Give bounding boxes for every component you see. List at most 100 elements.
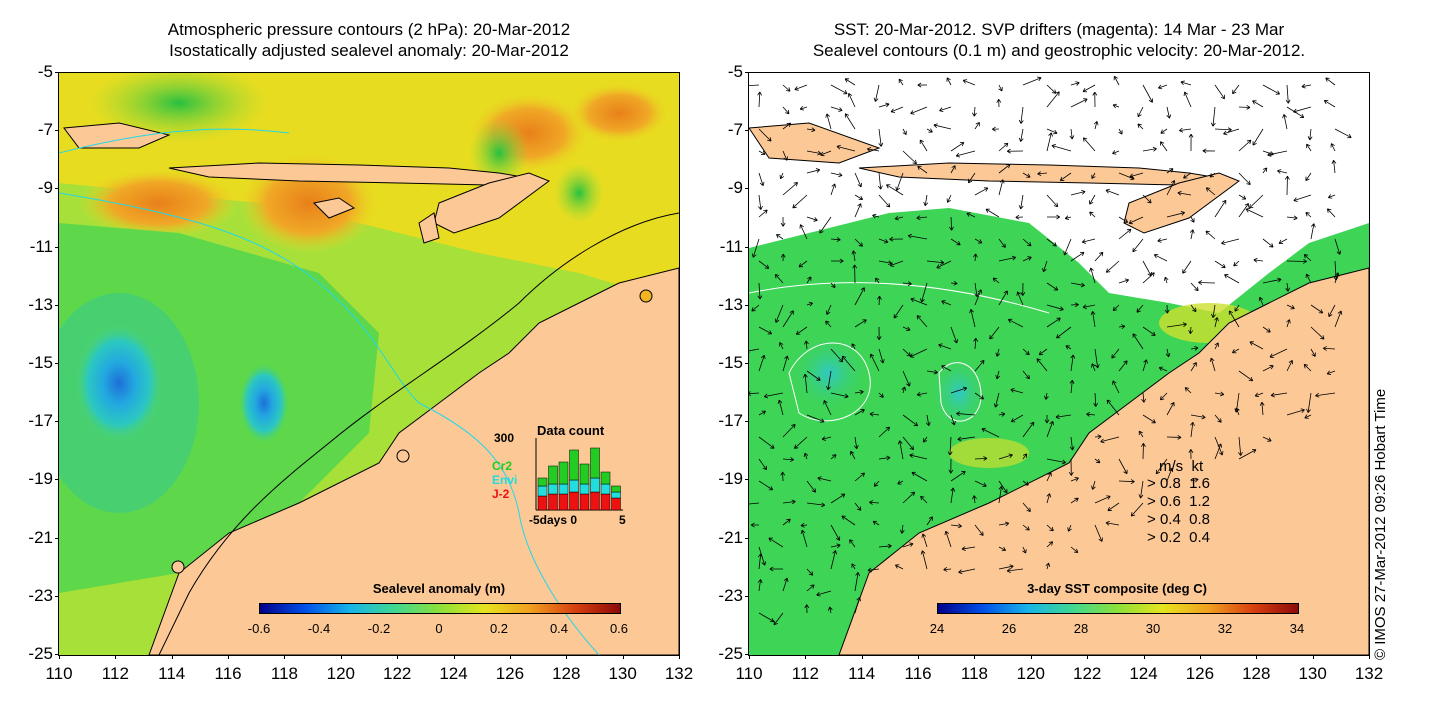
velocity-arrow [1233,260,1240,267]
velocity-arrow [993,392,1000,408]
velocity-arrow [1118,216,1129,223]
velocity-arrow [869,353,880,372]
velocity-arrow [1130,502,1144,517]
velocity-arrow [1286,319,1291,328]
x-tick [284,655,286,659]
velocity-arrow [1105,260,1120,273]
velocity-arrow [998,255,1017,262]
velocity-arrow [873,84,880,102]
x-tick-label: 110 [45,664,73,683]
velocity-arrow [897,440,904,460]
velocity-arrow [917,165,928,174]
velocity-arrow [854,172,863,188]
velocity-arrow [878,392,884,398]
velocity-arrow [1188,326,1194,335]
velocity-arrow [920,495,928,504]
velocity-arrow [989,326,1000,340]
speed-legend-header: m/s kt [1159,458,1204,475]
left-colorbar [259,603,621,614]
velocity-arrow [1142,272,1155,284]
velocity-arrow [974,121,980,130]
velocity-arrow [1069,379,1075,394]
velocity-arrow [1190,216,1195,223]
velocity-arrow [926,128,933,133]
velocity-arrow [1142,84,1154,103]
x-tick [1256,655,1258,659]
velocity-arrow [1267,150,1288,157]
velocity-arrow [1100,436,1120,444]
velocity-arrow [1107,502,1120,512]
velocity-arrow [974,359,985,372]
velocity-arrow [1006,568,1024,574]
y-tick [55,130,59,132]
x-tick [453,655,455,659]
velocity-arrow [917,82,928,88]
velocity-arrow [867,147,880,152]
velocity-arrow [950,238,961,246]
velocity-arrow [782,150,788,161]
velocity-arrow [1046,317,1061,328]
velocity-arrow [830,106,843,112]
velocity-arrow [1091,480,1096,490]
velocity-arrow [950,414,956,426]
velocity-arrow [1007,318,1024,328]
velocity-arrow [1310,348,1316,357]
velocity-arrow [1086,412,1096,417]
velocity-arrow [1094,348,1100,369]
velocity-arrow [1252,128,1264,146]
velocity-arrow [1166,180,1176,196]
velocity-arrow [916,315,928,328]
velocity-arrow [751,304,760,312]
velocity-arrow [774,274,784,284]
velocity-arrow [1305,212,1312,218]
colorbar-tick-label: -0.2 [367,621,391,636]
velocity-arrow [1189,229,1195,240]
x-tick [397,655,399,659]
velocity-arrow [1046,541,1054,548]
velocity-arrow [1334,238,1342,255]
velocity-arrow [847,93,856,108]
x-tick [115,655,117,659]
velocity-arrow [854,389,864,395]
velocity-arrow [1301,83,1312,89]
velocity-arrow [1141,392,1146,403]
velocity-arrow [1183,91,1192,108]
y-tick-label: -11 [29,236,53,256]
velocity-arrow [1016,291,1024,306]
velocity-arrow [1328,304,1336,317]
velocity-arrow [758,150,766,155]
velocity-arrow [782,424,796,438]
velocity-arrow [1138,480,1144,499]
velocity-arrow [1214,342,1219,350]
x-tick [679,655,680,659]
velocity-arrow [1262,238,1274,248]
velocity-arrow [889,260,904,267]
x-tick-label: 126 [495,664,525,683]
velocity-arrow [851,563,856,570]
velocity-arrow [939,106,952,113]
velocity-arrow [1293,106,1312,114]
velocity-arrow [1112,380,1120,394]
y-tick-label: -25 [718,644,743,663]
velocity-arrow [830,454,837,460]
velocity-arrow [804,340,809,350]
velocity-arrow [1022,348,1030,356]
x-tick-label: 120 [326,664,355,683]
velocity-arrow [780,253,786,262]
velocity-arrow [1070,282,1085,288]
velocity-arrow [950,326,959,344]
velocity-arrow [950,165,956,174]
velocity-arrow [1090,311,1096,328]
velocity-arrow [782,122,792,130]
right-map-panel: m/s kt > 0.8 1.6 > 0.6 1.2 > 0.4 0.8 > 0… [748,72,1370,656]
velocity-arrow [889,236,904,242]
velocity-arrow [941,365,952,372]
velocity-arrow [830,84,848,95]
y-tick-label: -13 [718,294,743,314]
velocity-arrow [1112,150,1120,155]
velocity-arrow [926,516,933,526]
velocity-arrow [1070,189,1086,196]
x-tick [622,655,624,659]
data-count-xend: 5 [619,513,626,527]
x-tick-label: 132 [1354,664,1384,683]
